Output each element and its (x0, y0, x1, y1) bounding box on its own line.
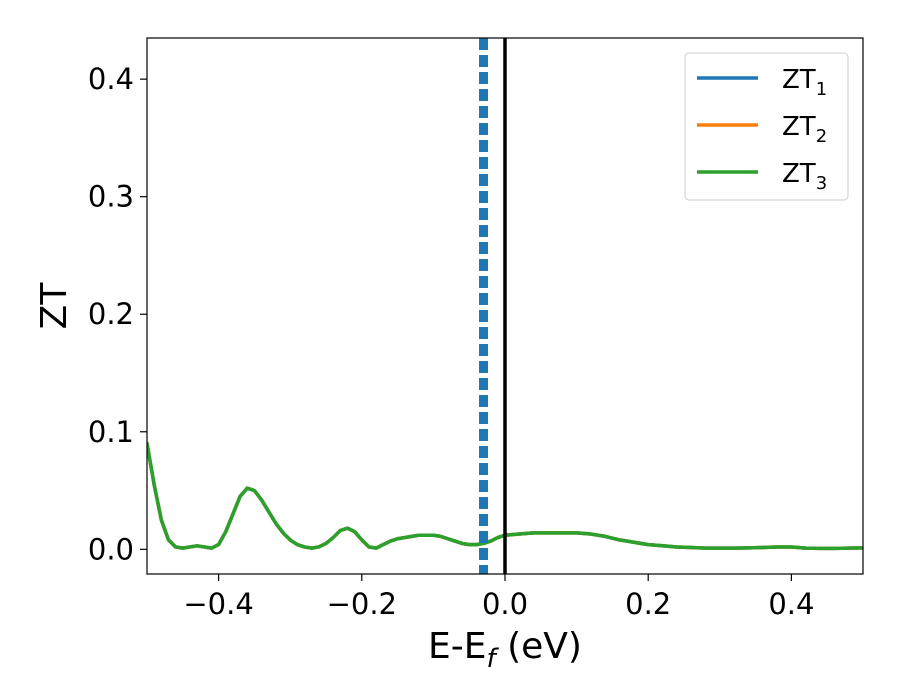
legend-label-zt1: ZT1 (782, 65, 827, 100)
x-tick-label: −0.2 (327, 587, 397, 621)
y-axis-label: ZT (34, 282, 75, 330)
x-tick-label: 0.2 (625, 587, 671, 621)
series-line-zt3 (147, 441, 863, 551)
series-layer (147, 441, 863, 551)
x-tick-label: 0.4 (768, 587, 814, 621)
y-tick-label: 0.4 (88, 62, 134, 96)
x-axis-ticks: −0.4 −0.2 0.0 0.2 0.4 (183, 574, 814, 621)
legend-entries: ZT1 ZT2 ZT3 (697, 65, 827, 194)
y-tick-label: 0.1 (88, 415, 134, 449)
x-axis-label-unit: (eV) (496, 626, 582, 667)
legend-label-zt2: ZT2 (782, 112, 827, 147)
y-tick-label: 0.2 (88, 297, 134, 331)
vline-layer (479, 38, 507, 574)
x-tick-label: −0.4 (183, 587, 253, 621)
x-tick-label: 0.0 (482, 587, 528, 621)
y-tick-label: 0.3 (88, 180, 134, 214)
legend-box (684, 52, 849, 201)
y-axis-ticks: 0.0 0.1 0.2 0.3 0.4 (88, 62, 147, 566)
legend-label-zt3: ZT3 (782, 159, 827, 194)
legend: ZT1 ZT2 ZT3 (684, 52, 849, 201)
y-tick-label: 0.0 (88, 532, 134, 566)
x-axis-label: E-Ef (eV) (428, 626, 582, 674)
x-axis-label-main: E-E (428, 626, 486, 667)
